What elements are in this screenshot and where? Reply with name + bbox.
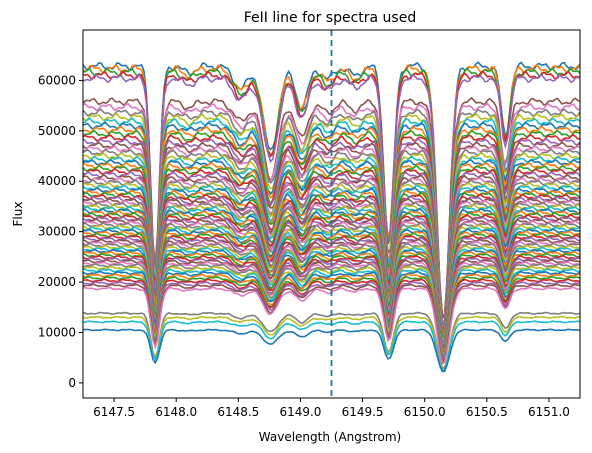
y-axis: 0 10000 20000 30000 40000 50000 60000 [38,73,83,390]
spectrum-line [83,283,580,365]
x-tick-label: 6147.5 [93,405,135,419]
x-tick-label: 6148.5 [217,405,259,419]
y-tick-label: 60000 [38,73,76,87]
y-tick-label: 0 [68,376,76,390]
spectrum-line [83,232,580,355]
spectrum-line [83,73,580,322]
x-tick-label: 6151.0 [528,405,570,419]
chart-title: FeII line for spectra used [244,10,416,26]
y-tick-label: 20000 [38,275,76,289]
x-tick-label: 6148.0 [155,405,197,419]
x-axis: 6147.5 6148.0 6148.5 6149.0 6149.5 6150.0 6150… [93,398,570,419]
y-axis-label: Flux [11,202,25,227]
y-tick-label: 40000 [38,174,76,188]
x-axis-label: Wavelength (Angstrom) [259,430,401,444]
y-tick-label: 30000 [38,225,76,239]
x-tick-label: 6149.5 [342,405,384,419]
plot-frame [82,29,581,399]
x-tick-label: 6149.0 [279,405,321,419]
spectrum-line [83,315,580,371]
x-tick-label: 6150.0 [404,405,446,419]
spectrum-line [83,263,580,361]
y-tick-label: 50000 [38,124,76,138]
y-tick-label: 10000 [38,325,76,339]
spectrum-line [83,280,580,364]
x-tick-label: 6150.5 [466,405,508,419]
